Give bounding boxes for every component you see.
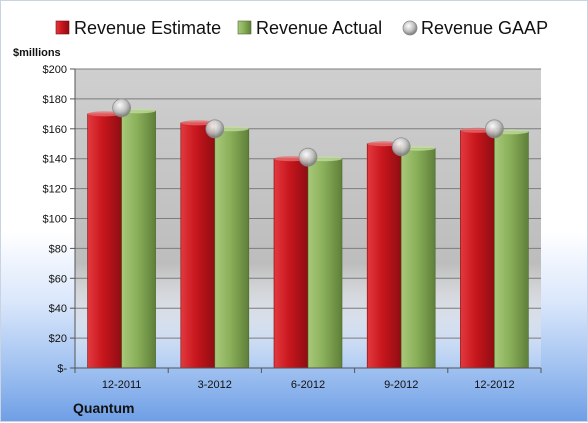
bars [87, 108, 529, 369]
bar-revenue-actual [494, 131, 529, 369]
x-tick-label: 3-2012 [198, 379, 232, 391]
axes: $- $20 $40 $60 $80 $100 $120 $140 $160 $180 $200 12… [43, 64, 542, 391]
bar-revenue-actual [400, 147, 436, 369]
marker-revenue-gaap [205, 119, 225, 139]
bar-revenue-estimate [87, 113, 122, 369]
y-tick-label: $120 [43, 184, 67, 196]
company-name: Quantum [73, 400, 134, 416]
x-tick-label: 12-2011 [102, 379, 142, 391]
bar-revenue-estimate [366, 143, 402, 369]
legend: Revenue Estimate Revenue Actual Revenue GA… [55, 18, 548, 38]
y-axis-unit-label: $millions [13, 47, 61, 59]
marker-revenue-gaap [484, 119, 504, 139]
legend-label: Revenue Estimate [74, 18, 221, 38]
y-tick-label: $80 [49, 243, 67, 255]
y-tick-label: $200 [43, 64, 67, 76]
legend-swatch [55, 20, 70, 35]
marker-revenue-gaap [112, 98, 131, 118]
x-tick-label: 9-2012 [384, 379, 418, 391]
legend-label: Revenue Actual [256, 18, 382, 38]
bar-cap [180, 120, 215, 126]
legend-swatch [237, 20, 252, 35]
bar-revenue-estimate [460, 129, 495, 369]
bar-cap [87, 111, 122, 117]
y-tick-label: $20 [49, 333, 67, 345]
x-tick-label: 6-2012 [291, 379, 325, 391]
bar-revenue-actual [214, 128, 250, 369]
y-tick-label: $- [57, 363, 67, 375]
legend-swatch [402, 20, 418, 36]
marker-revenue-gaap [298, 147, 318, 167]
bar-revenue-actual [121, 110, 156, 369]
bar-revenue-estimate [273, 158, 309, 369]
marker-revenue-gaap [391, 137, 411, 157]
y-tick-label: $40 [49, 303, 67, 315]
y-tick-label: $140 [43, 154, 67, 166]
y-tick-label: $60 [49, 273, 67, 285]
x-tick-label: 12-2012 [474, 379, 514, 391]
y-tick-label: $180 [43, 94, 67, 106]
bar-revenue-estimate [180, 122, 216, 369]
y-tick-label: $160 [43, 124, 67, 136]
gaap-markers [112, 98, 504, 167]
y-tick-label: $100 [43, 214, 67, 226]
bar-revenue-actual [307, 158, 343, 369]
legend-label: Revenue GAAP [421, 18, 548, 38]
